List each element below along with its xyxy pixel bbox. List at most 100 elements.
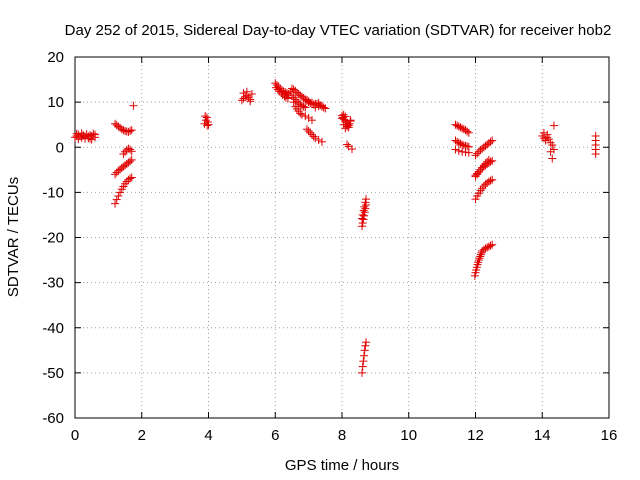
data-point — [361, 341, 370, 350]
data-point — [484, 155, 493, 164]
data-point — [283, 94, 292, 103]
y-tick-label: -40 — [42, 320, 64, 337]
data-point — [126, 174, 135, 183]
series-cluster-1.2-1.7h — [111, 101, 138, 208]
data-point — [464, 148, 473, 157]
x-tick-label: 12 — [467, 427, 484, 444]
data-point — [289, 98, 298, 107]
y-tick-label: -60 — [42, 410, 64, 427]
data-point — [302, 95, 311, 104]
data-point — [478, 184, 487, 193]
data-point — [117, 125, 126, 134]
data-point — [473, 149, 482, 158]
data-point — [294, 107, 303, 116]
data-point — [479, 161, 488, 170]
data-point — [456, 123, 465, 132]
data-point — [544, 135, 553, 144]
data-point — [242, 87, 251, 96]
data-point — [301, 112, 310, 121]
data-point — [296, 109, 305, 118]
data-point — [358, 214, 367, 223]
series-cluster-6.0-7.5h — [271, 79, 330, 146]
y-axis-label: SDTVAR / TECUs — [5, 177, 22, 297]
data-point — [362, 338, 371, 347]
data-point — [453, 137, 462, 146]
data-point — [474, 256, 483, 265]
data-point — [124, 127, 133, 136]
data-point — [358, 210, 367, 219]
x-tick-label: 0 — [71, 427, 79, 444]
axis-ticks: 0 2 4 6 8 10 12 14 16 -60 -50 -40 -30 -20 -10 0 10 20 — [42, 49, 617, 444]
data-point — [281, 93, 290, 102]
data-point — [358, 362, 367, 371]
data-point — [319, 103, 328, 112]
data-point — [456, 139, 465, 148]
data-point — [341, 124, 350, 133]
data-point — [478, 163, 487, 172]
series-cluster-0.0-0.6h — [71, 129, 100, 144]
data-point — [458, 140, 467, 149]
data-point — [488, 156, 497, 165]
data-point — [311, 103, 320, 112]
data-point — [299, 102, 308, 111]
data-point — [476, 252, 485, 261]
data-point — [486, 176, 495, 185]
series-cluster-8.6-8.7h — [358, 195, 371, 377]
data-point — [74, 135, 83, 144]
data-point — [129, 101, 138, 110]
data-point — [79, 131, 88, 140]
data-point — [475, 254, 484, 263]
data-point — [271, 83, 280, 92]
data-point — [488, 240, 497, 249]
data-point — [91, 130, 100, 139]
x-axis-label: GPS time / hours — [285, 457, 399, 474]
data-point — [543, 130, 552, 139]
data-point — [484, 242, 493, 251]
data-point — [360, 202, 369, 211]
data-point — [359, 206, 368, 215]
data-point — [458, 124, 467, 133]
data-point — [119, 126, 128, 135]
data-point — [127, 147, 136, 156]
data-point — [471, 151, 480, 160]
data-point — [86, 134, 95, 143]
data-point — [126, 127, 135, 136]
data-point — [311, 134, 320, 143]
data-point — [453, 121, 462, 130]
data-point — [301, 103, 310, 112]
y-tick-label: 20 — [47, 49, 64, 66]
data-point — [338, 114, 346, 123]
data-point — [127, 126, 136, 135]
plot-frame — [74, 56, 610, 419]
data-point — [291, 102, 300, 111]
data-point — [244, 93, 253, 102]
data-point — [360, 346, 369, 355]
data-point — [247, 90, 256, 99]
chart-title: Day 252 of 2015, Sidereal Day-to-day VTE… — [65, 22, 612, 39]
data-point — [454, 122, 463, 131]
data-point — [309, 132, 318, 141]
data-point — [339, 120, 348, 129]
data-point — [72, 129, 81, 138]
x-tick-label: 10 — [400, 427, 417, 444]
data-point — [358, 368, 367, 377]
series-cluster-11.4-12.5h — [451, 120, 497, 280]
data-point — [275, 87, 284, 96]
data-point — [306, 128, 315, 137]
data-point — [127, 155, 136, 164]
data-point — [273, 85, 282, 94]
data-point — [204, 120, 213, 129]
data-point — [476, 250, 485, 259]
data-point — [341, 112, 350, 121]
data-point — [241, 92, 250, 101]
data-point — [454, 138, 463, 147]
data-point — [307, 116, 316, 125]
x-tick-label: 14 — [534, 427, 551, 444]
data-point — [126, 145, 135, 154]
data-point — [271, 79, 280, 88]
y-tick-label: -20 — [42, 230, 64, 247]
data-point — [486, 241, 495, 250]
data-point — [237, 96, 246, 105]
x-tick-label: 4 — [204, 427, 212, 444]
data-point — [87, 135, 96, 144]
